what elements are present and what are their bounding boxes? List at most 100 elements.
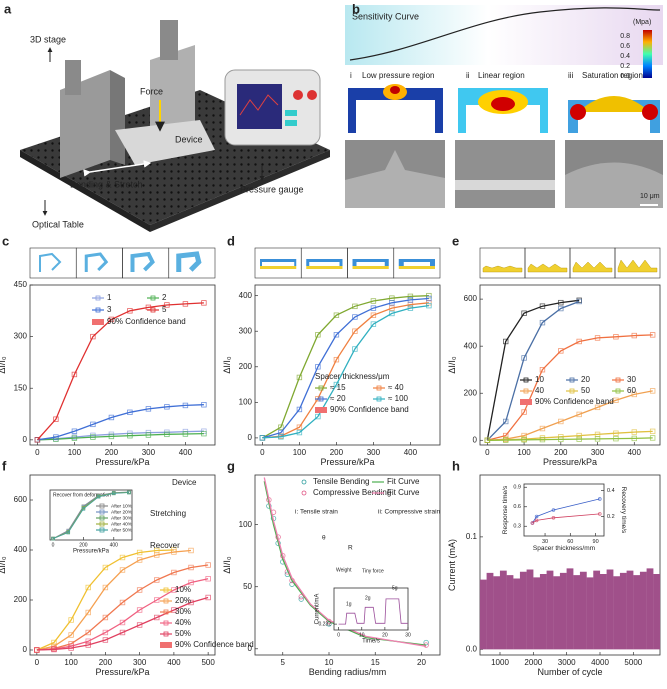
data-point [296,374,303,381]
data-point [154,552,160,558]
data-point [278,434,284,440]
data-point [296,406,303,413]
panel-letter: f [2,458,7,473]
x-axis-label: Pressure/kPa [73,549,110,555]
region-label: Saturation region [582,71,643,80]
x-axis-label: Pressure/kPa [320,457,374,467]
data-point [205,576,211,582]
legend-swatch [615,388,621,394]
data-point [315,332,321,338]
data-point [119,599,126,606]
data-point [68,617,74,623]
legend-swatch [150,307,156,313]
data-point [136,607,143,613]
data-point [539,425,546,432]
annotation: Device [172,478,197,487]
y-tick-label: 400 [464,341,478,350]
series-line [487,334,653,441]
legend-label: 20% [175,596,191,605]
legend-title: Spacer thickness/μm [315,372,390,381]
legend-swatch [569,377,575,383]
legend-swatch [92,319,104,325]
legend-swatch [569,388,575,394]
x-tick-label: 30 [542,539,548,545]
data-point [423,642,429,648]
layer-icon [398,266,435,269]
icon-cell [29,247,77,279]
y-axis-label: ΔI/I₀ [222,556,232,574]
data-point [136,587,143,593]
x-tick-label: 100 [68,448,82,457]
colorbar-tick: 0.4 [620,53,630,60]
icon-cell [393,247,441,279]
legend-label: After 30% [111,515,133,521]
data-point [171,549,177,555]
annotation: 1g [346,601,352,607]
legend-label: After 10% [111,503,133,509]
x-axis-label: Pressure/kPa [543,457,597,467]
icon-cell [479,247,526,279]
x-tick-label: 3000 [558,658,576,667]
y-tick-label: 100 [239,520,253,529]
data-point [558,418,564,425]
data-point [649,332,656,338]
legend-label: Tensile Bending [313,477,369,486]
x-tick-label: 200 [554,448,568,457]
panel-letter: h [452,458,460,473]
data-point [298,596,304,602]
data-point [315,364,321,370]
legend-label: Fit Curve [387,488,420,497]
data-point [539,436,546,443]
data-point [71,371,78,378]
x-axis-label: Pressure/kPa [95,457,149,467]
scale-bar: 10 μm [640,193,660,200]
data-point [68,632,74,638]
legend-swatch [315,407,327,413]
plot-frame [479,284,661,446]
data-point [426,302,432,309]
spacer-icon [260,262,262,266]
data-point [205,594,211,601]
x-tick-label: 0 [260,448,265,457]
legend-label: After 20% [111,509,133,515]
legend-label: ≈ 100 [388,394,409,403]
data-point [389,310,395,317]
data-point [182,431,189,437]
plot-frame [333,587,409,631]
data-point [613,397,619,403]
colorbar-tick: 0.8 [620,33,630,40]
data-point [594,335,601,341]
data-point [136,622,143,628]
legend-swatch [163,620,169,626]
y-tick-label: 0 [23,645,28,654]
x-tick-label: 300 [142,448,156,457]
data-point [631,391,637,398]
series-line [37,404,204,441]
data-point [352,303,358,310]
legend-swatch [150,295,156,301]
cycle-spike [613,576,621,650]
annotation: Stretching [150,509,186,518]
data-point [53,434,59,440]
cycle-spike [593,570,601,650]
legend-label: Fit Curve [387,477,420,486]
data-point [370,312,377,318]
y-axis-label: Current/mA [315,594,321,625]
cycle-spike [606,569,614,650]
series-line [36,596,209,651]
x-tick-label: 100 [64,658,78,667]
x-tick-label: 400 [110,542,119,548]
legend-swatch [99,503,105,509]
spacer-icon [430,262,435,266]
setup-illustration [20,20,330,232]
spacer-icon [306,262,310,266]
data-point [426,292,432,299]
x-tick-label: 5 [281,658,286,667]
series-line [263,481,427,646]
data-point [631,435,637,442]
y-tick-label: 0.3 [513,524,521,530]
data-point [85,609,91,616]
legend-swatch [163,598,169,604]
data-point [108,414,115,421]
data-point [370,298,377,304]
